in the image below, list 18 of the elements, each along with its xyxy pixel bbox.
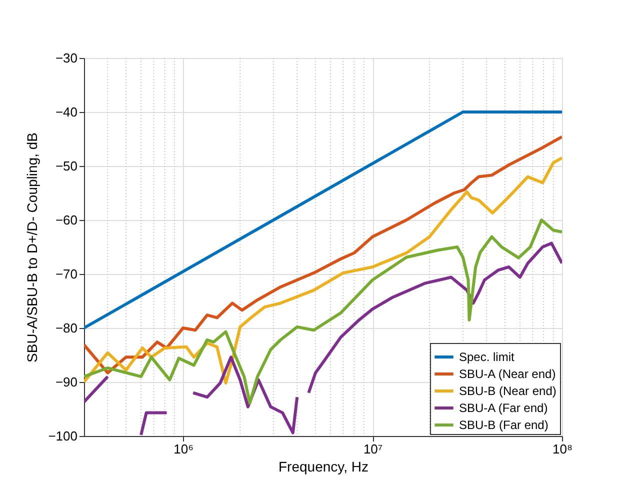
x-tick-label: 10⁸ xyxy=(552,442,572,456)
legend-label: SBU-A (Near end) xyxy=(459,367,556,381)
legend-label: SBU-B (Far end) xyxy=(459,418,548,432)
x-tick-label: 10⁷ xyxy=(363,442,383,456)
y-axis-title: SBU-A/SBU-B to D+/D- Coupling, dB xyxy=(24,132,40,362)
legend-label: Spec. limit xyxy=(459,350,516,364)
y-tick-label: −90 xyxy=(55,374,78,390)
y-tick-label: −70 xyxy=(55,266,78,282)
y-tick-label: −100 xyxy=(48,428,78,444)
x-axis-title: Frequency, Hz xyxy=(278,458,368,474)
y-tick-label: −60 xyxy=(55,212,78,228)
y-tick-label: −80 xyxy=(55,320,78,336)
x-tick-label: 10⁶ xyxy=(174,442,194,456)
legend-label: SBU-B (Near end) xyxy=(459,384,556,398)
legend-label: SBU-A (Far end) xyxy=(459,401,548,415)
y-tick-label: −50 xyxy=(55,158,78,174)
y-tick-label: −40 xyxy=(55,104,78,120)
y-tick-label: −30 xyxy=(55,50,78,66)
